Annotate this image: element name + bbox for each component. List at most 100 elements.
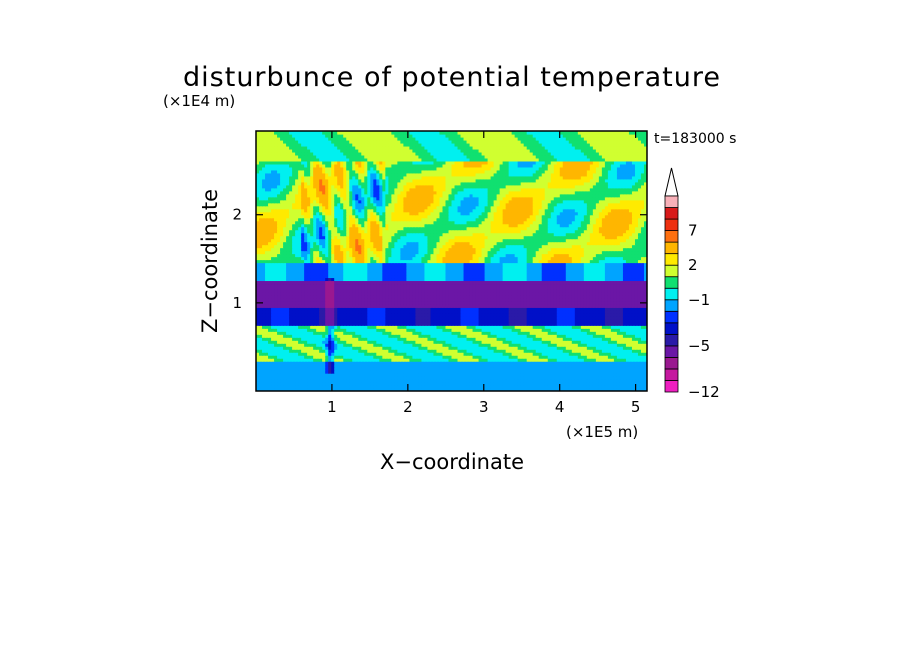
contour-cell [475, 379, 480, 383]
contour-cell [481, 334, 486, 338]
contour-cell [391, 379, 395, 383]
contour-cell [346, 328, 350, 332]
contour-cell [517, 334, 522, 338]
contour-cell [511, 331, 516, 335]
contour-cell [589, 316, 594, 320]
contour-cell [349, 301, 353, 305]
contour-cell [625, 322, 630, 326]
contour-cell [616, 337, 621, 341]
contour-cell [310, 322, 314, 326]
contour-cell [370, 331, 374, 335]
contour-cell [601, 382, 606, 386]
contour-cell [463, 310, 468, 314]
contour-cell [337, 364, 341, 368]
contour-cell [355, 364, 359, 368]
contour-cell [595, 325, 600, 329]
contour-cell [382, 367, 386, 371]
contour-cell [616, 349, 621, 353]
contour-cell [331, 328, 335, 332]
contour-cell [337, 367, 341, 371]
contour-cell [634, 313, 639, 317]
contour-cell [370, 355, 374, 359]
contour-cell [358, 322, 362, 326]
contour-cell [277, 304, 281, 308]
contour-cell [400, 379, 404, 383]
contour-cell [640, 307, 645, 311]
contour-cell [586, 349, 591, 353]
contour-cell [304, 310, 308, 314]
contour-cell [292, 382, 296, 386]
contour-cell [292, 319, 296, 323]
contour-cell [433, 373, 438, 377]
contour-cell [466, 370, 471, 374]
contour-cell [301, 340, 305, 344]
contour-cell [568, 352, 573, 356]
contour-cell [310, 337, 314, 341]
contour-cell [298, 364, 302, 368]
contour-cell [574, 385, 579, 389]
contour-cell [268, 355, 272, 359]
contour-cell [265, 337, 269, 341]
contour-cell [475, 328, 480, 332]
contour-cell [265, 307, 269, 311]
contour-cell [268, 382, 272, 386]
contour-cell [322, 316, 326, 320]
contour-cell [478, 307, 483, 311]
contour-cell [505, 307, 510, 311]
contour-cell [589, 367, 594, 371]
contour-cell [334, 352, 338, 356]
contour-cell [319, 310, 323, 314]
contour-cell [502, 382, 507, 386]
contour-cell [487, 337, 492, 341]
contour-cell [631, 355, 636, 359]
contour-cell [568, 367, 573, 371]
contour-cell [628, 352, 633, 356]
contour-cell [448, 334, 453, 338]
contour-cell [355, 319, 359, 323]
contour-cell [406, 319, 410, 323]
contour-cell [319, 376, 323, 380]
contour-cell [391, 319, 395, 323]
contour-cell [586, 316, 591, 320]
contour-cell [388, 334, 392, 338]
contour-cell [406, 382, 410, 386]
contour-cell [328, 325, 332, 329]
contour-cell [460, 361, 465, 365]
contour-cell [403, 388, 407, 391]
contour-cell [271, 313, 275, 317]
contour-cell [307, 316, 311, 320]
contour-cell [286, 364, 290, 368]
contour-cell [358, 349, 362, 353]
contour-cell [517, 352, 522, 356]
contour-cell [586, 322, 591, 326]
contour-cell [256, 322, 260, 326]
contour-cell [316, 370, 320, 374]
contour-cell [529, 352, 534, 356]
contour-cell [424, 331, 429, 335]
contour-cell [415, 325, 420, 329]
contour-cell [610, 319, 615, 323]
contour-cell [448, 382, 453, 386]
contour-cell [415, 313, 420, 317]
contour-cell [478, 316, 483, 320]
contour-cell [364, 343, 368, 347]
contour-cell [475, 316, 480, 320]
contour-cell [469, 328, 474, 332]
contour-cell [346, 367, 350, 371]
contour-cell [454, 328, 459, 332]
contour-cell [502, 337, 507, 341]
contour-cell [448, 358, 453, 362]
contour-cell [493, 322, 498, 326]
contour-cell [628, 337, 633, 341]
contour-cell [343, 388, 347, 391]
contour-cell [526, 349, 531, 353]
contour-cell [409, 361, 413, 365]
contour-cell [613, 352, 618, 356]
contour-cell [568, 304, 573, 308]
contour-cell [340, 364, 344, 368]
contour-cell [571, 322, 576, 326]
contour-cell [529, 310, 534, 314]
contour-cell [451, 304, 456, 308]
contour-cell [508, 316, 513, 320]
contour-cell [475, 307, 480, 311]
